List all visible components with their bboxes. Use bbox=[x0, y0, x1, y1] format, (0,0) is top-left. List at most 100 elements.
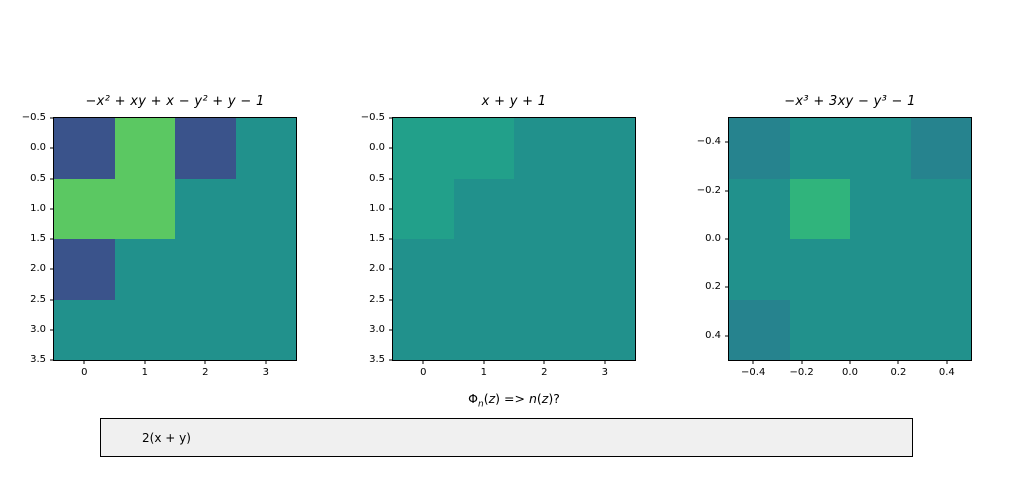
heatmap-cell bbox=[910, 118, 971, 179]
y-tick-label: 3.0 bbox=[369, 323, 385, 335]
heatmap-cell bbox=[729, 118, 790, 179]
heatmap-cell bbox=[910, 239, 971, 300]
heatmap-cell bbox=[574, 178, 635, 239]
y-tick-mark bbox=[50, 117, 54, 119]
y-tick-mark bbox=[725, 286, 729, 288]
heatmap-cell bbox=[789, 178, 850, 239]
y-tick-label: 2.5 bbox=[30, 293, 46, 305]
x-tick-mark bbox=[422, 360, 424, 364]
y-tick-label: 0.0 bbox=[369, 142, 385, 154]
heatmap-grid bbox=[393, 118, 635, 360]
y-tick-mark bbox=[50, 147, 54, 149]
y-tick-label: 0.0 bbox=[705, 233, 721, 244]
y-tick-label: −0.4 bbox=[696, 136, 721, 148]
x-tick-mark bbox=[144, 360, 146, 364]
y-tick-label: 1.5 bbox=[369, 233, 385, 244]
x-tick-label: 0.2 bbox=[890, 367, 907, 378]
x-label-part: Φ bbox=[468, 391, 478, 406]
x-tick-label: 2 bbox=[202, 367, 209, 378]
y-tick-mark bbox=[389, 268, 393, 270]
y-tick-mark bbox=[725, 238, 729, 240]
answer-text: 2(x + y) bbox=[142, 430, 191, 445]
y-tick-label: −0.5 bbox=[360, 112, 385, 123]
y-tick-label: 0.5 bbox=[369, 172, 385, 184]
y-tick-label: −0.2 bbox=[696, 184, 721, 196]
y-tick-mark bbox=[389, 299, 393, 300]
x-tick-mark bbox=[801, 360, 803, 364]
x-tick-mark bbox=[204, 360, 206, 364]
heatmap-cell bbox=[235, 299, 296, 360]
heatmap-cell bbox=[235, 239, 296, 300]
y-tick-label: 1.0 bbox=[30, 202, 46, 214]
heatmap-cell bbox=[789, 118, 850, 179]
heatmap-cell bbox=[514, 239, 575, 300]
heatmap-panel-3: −x³ + 3xy − y³ − 1 −0.4 −0.2 0.0 0.2 0.4 −0.4… bbox=[697, 94, 972, 378]
x-tick-mark bbox=[604, 360, 606, 364]
x-tick-label: −0.4 bbox=[741, 367, 766, 378]
x-label-part: z bbox=[488, 391, 496, 406]
heatmap-cell bbox=[729, 299, 790, 360]
y-tick-label: 0.4 bbox=[705, 329, 721, 341]
x-tick-mark bbox=[483, 360, 485, 364]
heatmap-grid bbox=[729, 118, 971, 360]
heatmap-cell bbox=[114, 118, 175, 179]
heatmap-cell bbox=[574, 118, 635, 179]
y-tick-mark bbox=[389, 117, 393, 119]
plot-title: −x³ + 3xy − y³ − 1 bbox=[784, 94, 916, 109]
heatmap-cell bbox=[114, 178, 175, 239]
x-tick-label: −0.2 bbox=[789, 367, 814, 378]
heatmap-cell bbox=[453, 239, 514, 300]
y-tick-mark bbox=[389, 208, 393, 210]
y-tick-mark bbox=[50, 238, 54, 240]
y-tick-mark bbox=[389, 147, 393, 149]
heatmap-cell bbox=[574, 299, 635, 360]
y-tick-mark bbox=[50, 268, 54, 270]
x-label-part: ) => bbox=[495, 391, 529, 406]
heatmap-cell bbox=[789, 239, 850, 300]
x-tick-label: 3 bbox=[262, 367, 269, 378]
heatmap-cell bbox=[54, 239, 115, 300]
x-label-part: ( bbox=[483, 391, 489, 406]
y-tick-label: 0.2 bbox=[705, 281, 721, 293]
x-tick-label: 2 bbox=[541, 367, 548, 378]
heatmap-cell bbox=[850, 178, 911, 239]
y-tick-label: 1.5 bbox=[30, 233, 46, 244]
y-tick-mark bbox=[50, 299, 54, 300]
y-tick-label: 2.0 bbox=[30, 263, 46, 275]
heatmap-cell bbox=[175, 299, 236, 360]
x-tick-mark bbox=[946, 360, 948, 364]
heatmap-cell bbox=[453, 178, 514, 239]
x-tick-mark bbox=[83, 360, 85, 364]
y-tick-mark bbox=[725, 190, 729, 192]
y-tick-label: −0.5 bbox=[21, 112, 46, 123]
heatmap-cell bbox=[393, 178, 454, 239]
y-tick-label: 2.5 bbox=[369, 293, 385, 305]
x-tick-label: 0.4 bbox=[938, 367, 955, 378]
y-tick-mark bbox=[389, 178, 393, 179]
y-tick-label: 3.5 bbox=[369, 354, 385, 365]
heatmap-cell bbox=[235, 118, 296, 179]
x-tick-mark bbox=[265, 360, 267, 364]
y-tick-mark bbox=[50, 178, 54, 179]
heatmap-cell bbox=[514, 118, 575, 179]
answer-textbox[interactable]: 2(x + y) bbox=[100, 418, 913, 457]
heatmap-cell bbox=[850, 299, 911, 360]
heatmap-cell bbox=[175, 239, 236, 300]
x-label-part: )? bbox=[548, 391, 560, 406]
y-tick-label: 0.5 bbox=[30, 172, 46, 184]
heatmap-cell bbox=[54, 118, 115, 179]
y-tick-label: 3.0 bbox=[30, 323, 46, 335]
x-tick-mark bbox=[849, 360, 851, 364]
y-tick-mark bbox=[389, 238, 393, 240]
y-tick-mark bbox=[725, 335, 729, 337]
heatmap-cell bbox=[514, 299, 575, 360]
x-label-part: z bbox=[541, 391, 549, 406]
heatmap-cell bbox=[114, 299, 175, 360]
x-tick-mark bbox=[897, 360, 899, 364]
heatmap-cell bbox=[235, 178, 296, 239]
heatmap-cell bbox=[393, 239, 454, 300]
heatmap-cell bbox=[910, 178, 971, 239]
x-tick-mark bbox=[752, 360, 754, 364]
x-label-part: n bbox=[528, 391, 537, 406]
